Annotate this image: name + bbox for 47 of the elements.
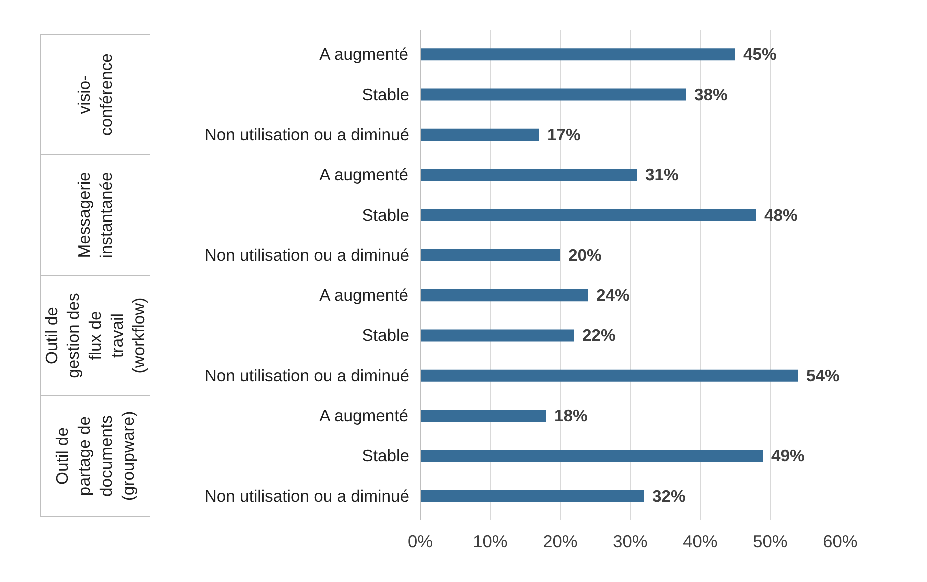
data-label: 17% [548,125,582,144]
bar [420,290,588,302]
y-tick-label: Stable [362,446,410,466]
y-tick-label: Non utilisation ou a diminué [204,366,410,386]
data-label: 18% [554,406,588,426]
bar [420,88,686,101]
text: Outil de partage de documents (groupware) [53,411,138,502]
bar [420,370,798,382]
data-label: 38% [694,85,728,104]
bar [420,128,540,141]
data-label: 45% [744,45,778,64]
bar [420,169,638,182]
bar [420,249,560,262]
y-tick-label: Non utilisation ou a diminué [204,125,410,144]
y-tick-label: Stable [362,85,410,104]
y-tick-label: Non utilisation ou a diminué [204,486,410,506]
data-label: 54% [806,366,840,386]
y-tick-label: Stable [362,326,410,346]
y-tick-label: Stable [362,206,410,225]
text: visio-conférence [75,54,116,136]
data-label: 48% [764,206,798,225]
y-tick-label: A augmenté [320,166,409,185]
data-label: 24% [596,286,630,306]
text: Outil de gestion des flux de travail (workflow) [42,293,149,378]
x-tick-label: 40% [683,532,718,552]
x-tick-label: 50% [753,532,788,552]
x-tick-label: 10% [473,532,508,552]
bar [420,48,736,61]
y-tick-label: Non utilisation ou a diminué [204,246,410,265]
data-label: 32% [652,486,686,506]
bar [420,410,546,422]
x-tick-label: 0% [408,532,434,552]
data-label: 20% [568,246,602,265]
bar [420,209,756,222]
x-tick-label: 30% [613,532,648,552]
bar [420,450,764,462]
y-tick-label: A augmenté [320,286,409,306]
bar [420,330,574,342]
data-label: 22% [582,326,616,346]
bar [420,490,644,502]
data-label: 31% [646,166,680,185]
x-tick-label: 20% [543,532,578,552]
x-tick-label: 60% [823,532,858,552]
text: Messagerie instantanée [75,172,116,258]
y-tick-label: A augmenté [320,406,409,426]
y-tick-label: A augmenté [320,45,409,64]
data-label: 49% [772,446,806,466]
